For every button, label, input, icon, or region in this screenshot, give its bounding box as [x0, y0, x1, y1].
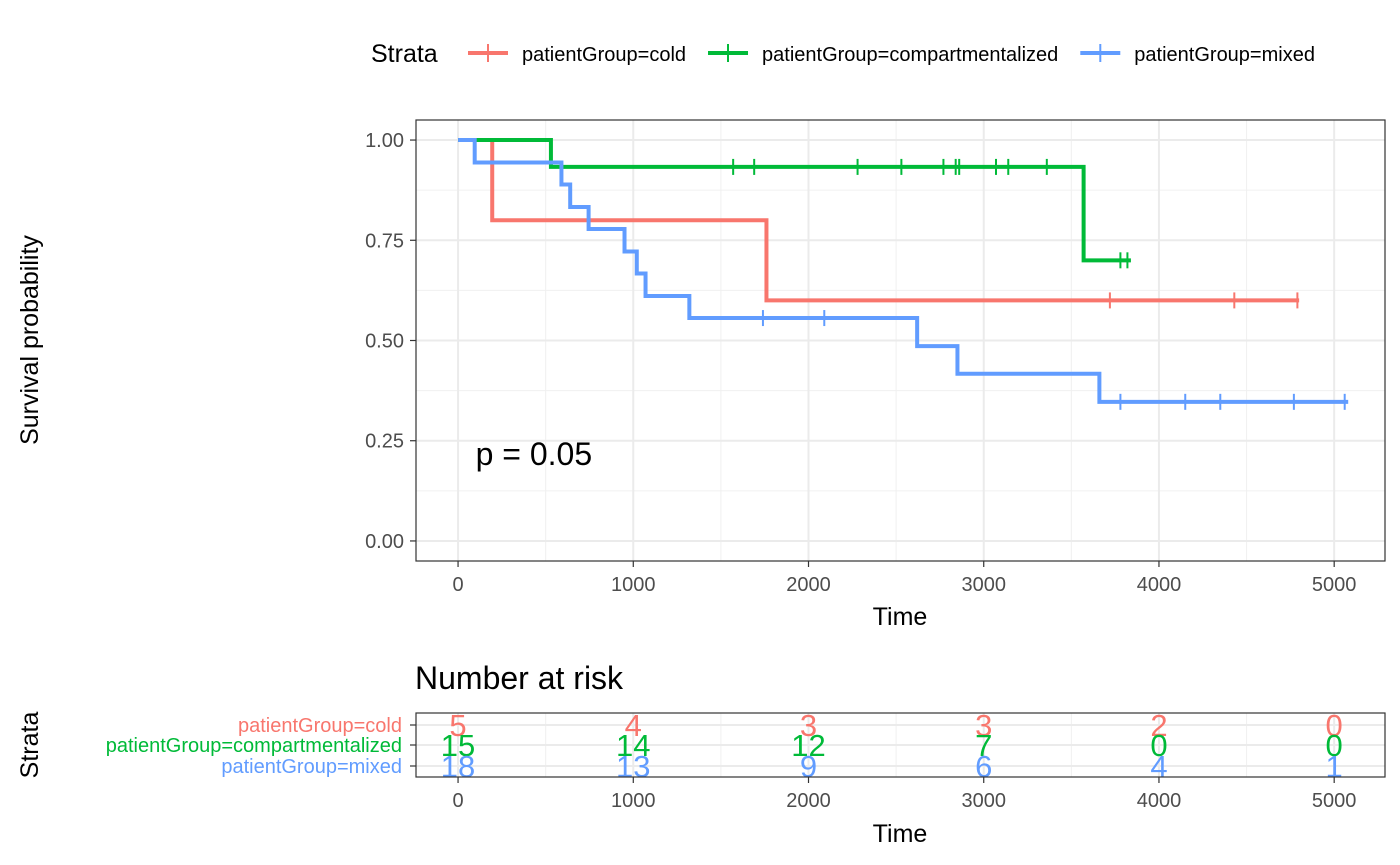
survival-curves [458, 138, 1349, 404]
risk-count: 5 [449, 708, 466, 743]
risk-count: 6 [975, 749, 992, 784]
x-tick-label: 5000 [1312, 574, 1357, 596]
risk-x-tick-label: 2000 [786, 790, 831, 812]
y-tick-label: 0.00 [365, 531, 404, 553]
plot-grid [416, 120, 1385, 561]
risk-count: 4 [625, 708, 642, 743]
risk-count: 15 [441, 728, 475, 763]
x-tick-label: 2000 [786, 574, 831, 596]
risk-table-values: 5 4 3 3 2 015 14 12 7 0 018 13 9 6 4 1 [441, 708, 1343, 784]
risk-x-tick-label: 4000 [1137, 790, 1182, 812]
x-tick-label: 4000 [1137, 574, 1182, 596]
legend: Strata patientGroup=cold patientGroup=com… [371, 40, 1315, 68]
risk-row-label: patientGroup=compartmentalized [106, 735, 402, 757]
legend-title: Strata [371, 40, 438, 68]
y-axis-label: Survival probability [16, 235, 44, 445]
legend-items: patientGroup=cold patientGroup=compartmen… [468, 44, 1315, 66]
x-axis-label: Time [873, 603, 928, 631]
risk-count: 2 [1150, 708, 1167, 743]
risk-table-x-label: Time [873, 820, 928, 848]
risk-row-label: patientGroup=mixed [221, 756, 402, 778]
censor-marks [732, 158, 1346, 410]
risk-row-label: patientGroup=cold [238, 715, 402, 737]
x-tick-label: 1000 [611, 574, 656, 596]
risk-count: 3 [800, 708, 817, 743]
risk-table: Number at risk 5 4 3 3 2 015 14 12 7 0 018 13 9 6 4 1 p… [16, 660, 1386, 848]
risk-x-tick-label: 1000 [611, 790, 656, 812]
risk-table-title: Number at risk [415, 660, 624, 696]
risk-count: 9 [800, 749, 817, 784]
risk-x-tick-label: 0 [452, 790, 463, 812]
y-axis-ticks: 0.00 0.25 0.50 0.75 1.00 [365, 130, 416, 553]
p-value-annotation: p = 0.05 [476, 436, 593, 472]
risk-count: 7 [975, 728, 992, 763]
risk-count: 0 [1326, 728, 1343, 763]
risk-table-row-labels: patientGroup=coldpatientGroup=compartmen… [106, 715, 416, 778]
y-tick-label: 0.25 [365, 431, 404, 453]
risk-count: 4 [1150, 749, 1167, 784]
legend-label: patientGroup=compartmentalized [762, 44, 1058, 66]
survival-curve-3 [458, 138, 1349, 404]
survival-curve-2 [458, 138, 1131, 263]
risk-count: 14 [616, 728, 650, 763]
risk-x-tick-label: 5000 [1312, 790, 1357, 812]
y-tick-label: 1.00 [365, 130, 404, 152]
legend-label: patientGroup=mixed [1134, 44, 1315, 66]
risk-table-grid [416, 713, 1385, 777]
risk-count: 0 [1150, 728, 1167, 763]
y-tick-label: 0.50 [365, 331, 404, 353]
legend-label: patientGroup=cold [522, 44, 686, 66]
risk-table-y-label: Strata [16, 712, 44, 779]
y-tick-label: 0.75 [365, 230, 404, 252]
survival-plot: 0 1000 2000 3000 4000 5000 0.00 0.25 0.50 0.75 1.… [16, 119, 1386, 631]
risk-count: 12 [791, 728, 825, 763]
x-axis-ticks: 0 1000 2000 3000 4000 5000 [452, 561, 1356, 596]
risk-x-tick-label: 3000 [961, 790, 1006, 812]
x-tick-label: 0 [452, 574, 463, 596]
risk-table-x-ticks: 0 1000 2000 3000 4000 5000 [452, 777, 1356, 812]
risk-count: 3 [975, 708, 992, 743]
x-tick-label: 3000 [961, 574, 1006, 596]
risk-count: 0 [1326, 708, 1343, 743]
risk-count: 1 [1326, 749, 1343, 784]
